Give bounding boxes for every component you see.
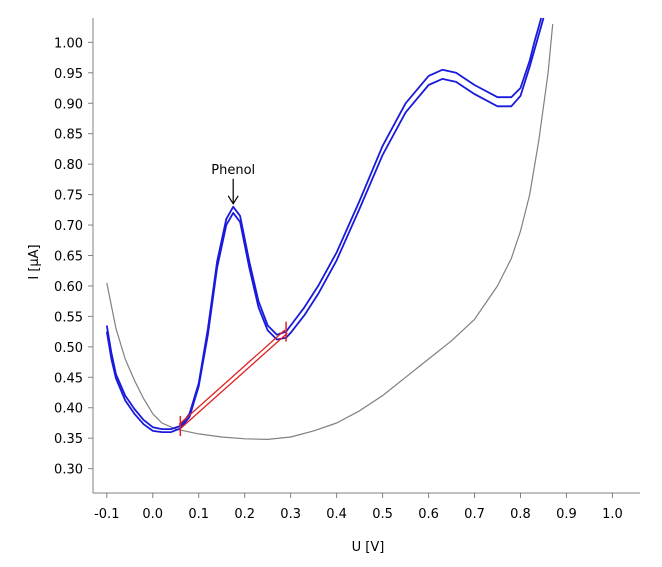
x-tick-label: 0.3 (280, 507, 301, 522)
x-tick-label: 0.2 (234, 507, 255, 522)
x-tick-label: 0.5 (372, 507, 393, 522)
series-line-2 (105, 17, 545, 433)
y-tick-label: 0.90 (54, 97, 83, 112)
y-tick-label: 0.75 (54, 189, 83, 204)
x-tick-label: 0.8 (510, 507, 531, 522)
y-tick-label: 0.70 (54, 219, 83, 234)
baseline-line-b (178, 329, 286, 426)
x-tick-label: 0.9 (556, 507, 577, 522)
y-tick-label: 0.45 (54, 371, 83, 386)
peak-arrow-head (227, 195, 239, 205)
series-line-1 (105, 17, 543, 430)
y-tick-label: 0.80 (54, 158, 83, 173)
x-tick-label: 0.6 (418, 507, 439, 522)
x-axis-label: U [V] (352, 540, 385, 555)
annotations: Phenol (211, 163, 255, 205)
axes (88, 18, 640, 498)
series-line-0 (106, 24, 554, 440)
y-tick-label: 0.60 (54, 280, 83, 295)
y-tick-label: 0.95 (54, 67, 83, 82)
y-tick-label: 0.55 (54, 310, 83, 325)
baseline-line-a (181, 332, 288, 428)
tick-labels: -0.1 0.0 0.1 0.2 0.3 0.4 0.5 0.6 0.7 0.8 0.9 1.0 0.3… (54, 36, 623, 522)
y-axis-label: I [µA] (27, 244, 42, 279)
x-tick-label: 0.0 (142, 507, 163, 522)
x-tick-label: 0.1 (188, 507, 209, 522)
y-tick-label: 0.35 (54, 432, 83, 447)
y-tick-label: 0.85 (54, 128, 83, 143)
y-tick-label: 0.40 (54, 402, 83, 417)
x-tick-label: -0.1 (94, 507, 119, 522)
y-tick-label: 0.65 (54, 250, 83, 265)
x-tick-label: 0.4 (326, 507, 347, 522)
peak-label: Phenol (211, 163, 255, 178)
y-tick-label: 0.30 (54, 463, 83, 478)
y-tick-label: 0.50 (54, 341, 83, 356)
x-tick-label: 1.0 (602, 507, 623, 522)
y-tick-label: 1.00 (54, 36, 83, 51)
series (105, 17, 554, 440)
x-tick-label: 0.7 (464, 507, 485, 522)
